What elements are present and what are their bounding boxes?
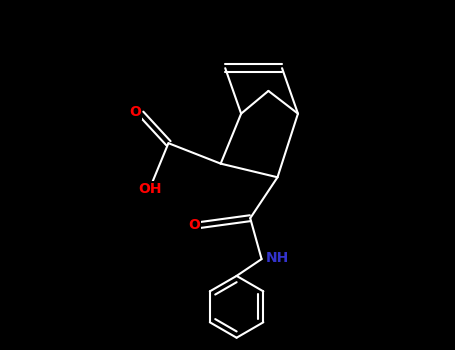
Text: O: O — [129, 105, 141, 119]
Text: NH: NH — [266, 251, 289, 265]
Text: OH: OH — [138, 182, 162, 196]
Text: O: O — [188, 218, 200, 232]
